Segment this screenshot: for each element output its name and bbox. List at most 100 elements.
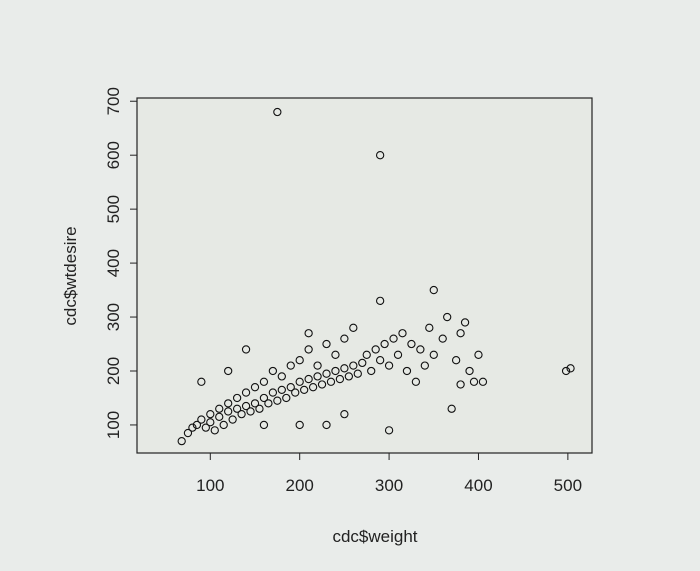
point [177, 436, 186, 446]
point [215, 412, 224, 422]
point [322, 420, 331, 430]
point [456, 329, 465, 338]
point [286, 383, 295, 392]
x-tick-label: 200 [286, 476, 314, 495]
point [380, 339, 389, 349]
point [241, 345, 251, 354]
point [398, 329, 407, 338]
point [273, 396, 282, 405]
point [224, 399, 233, 408]
point [250, 383, 260, 392]
point [228, 415, 237, 424]
point [317, 380, 327, 389]
point [465, 366, 474, 376]
point [295, 377, 304, 386]
point [219, 420, 228, 430]
point [384, 426, 394, 435]
point [255, 404, 264, 413]
x-tick-label: 300 [375, 476, 403, 495]
y-tick-label: 200 [104, 357, 123, 385]
point [474, 350, 483, 359]
point [268, 366, 278, 376]
point [393, 350, 403, 359]
point [367, 366, 376, 376]
point [304, 345, 313, 354]
point [340, 334, 349, 343]
point [300, 385, 309, 395]
point [237, 410, 246, 419]
point [308, 383, 318, 392]
point [478, 377, 488, 386]
point [358, 358, 367, 368]
point [443, 312, 452, 322]
point [259, 377, 269, 386]
point [268, 388, 278, 397]
point [416, 345, 425, 354]
y-tick-label: 400 [104, 249, 123, 277]
point [232, 404, 242, 413]
point [411, 377, 421, 386]
point [313, 372, 322, 381]
point [304, 374, 313, 384]
point [375, 356, 385, 365]
point [295, 356, 304, 365]
point [375, 151, 385, 160]
point [224, 366, 233, 376]
point [197, 415, 206, 424]
point [349, 323, 358, 332]
point [232, 393, 242, 403]
point [259, 420, 269, 430]
point [375, 296, 385, 306]
point [566, 364, 575, 373]
point [344, 372, 354, 381]
point [313, 361, 322, 370]
point [438, 334, 447, 343]
y-axis-label: cdc$wtdesire [61, 226, 80, 325]
point [259, 393, 269, 403]
y-tick-label: 100 [104, 411, 123, 439]
point [349, 361, 358, 370]
point [469, 377, 479, 386]
point [420, 361, 429, 370]
point [206, 418, 215, 427]
point [340, 364, 349, 373]
point [201, 423, 210, 432]
point [241, 388, 251, 397]
point [362, 350, 371, 359]
point [224, 407, 233, 416]
point [371, 345, 380, 354]
point [429, 285, 438, 295]
point [389, 334, 398, 343]
point [206, 410, 215, 419]
point [277, 372, 286, 381]
point [331, 350, 340, 359]
plot-box [136, 97, 593, 454]
point [460, 318, 470, 327]
point [326, 377, 336, 386]
point [335, 374, 345, 384]
point [188, 423, 197, 432]
point [384, 361, 394, 370]
y-tick-label: 600 [104, 141, 123, 169]
x-tick-label: 400 [464, 476, 492, 495]
point [353, 369, 362, 378]
point [331, 366, 340, 376]
point [210, 426, 219, 435]
point [451, 356, 461, 365]
point [192, 420, 202, 430]
point [456, 380, 465, 389]
point [264, 399, 273, 408]
point [322, 369, 331, 378]
point [447, 404, 456, 413]
point [340, 410, 349, 419]
y-tick-label: 300 [104, 303, 123, 331]
y-tick-label: 500 [104, 195, 123, 223]
point [241, 401, 251, 411]
point [295, 420, 304, 430]
point [282, 393, 291, 403]
x-tick-label: 100 [196, 476, 224, 495]
point [197, 377, 206, 386]
point [277, 385, 286, 395]
